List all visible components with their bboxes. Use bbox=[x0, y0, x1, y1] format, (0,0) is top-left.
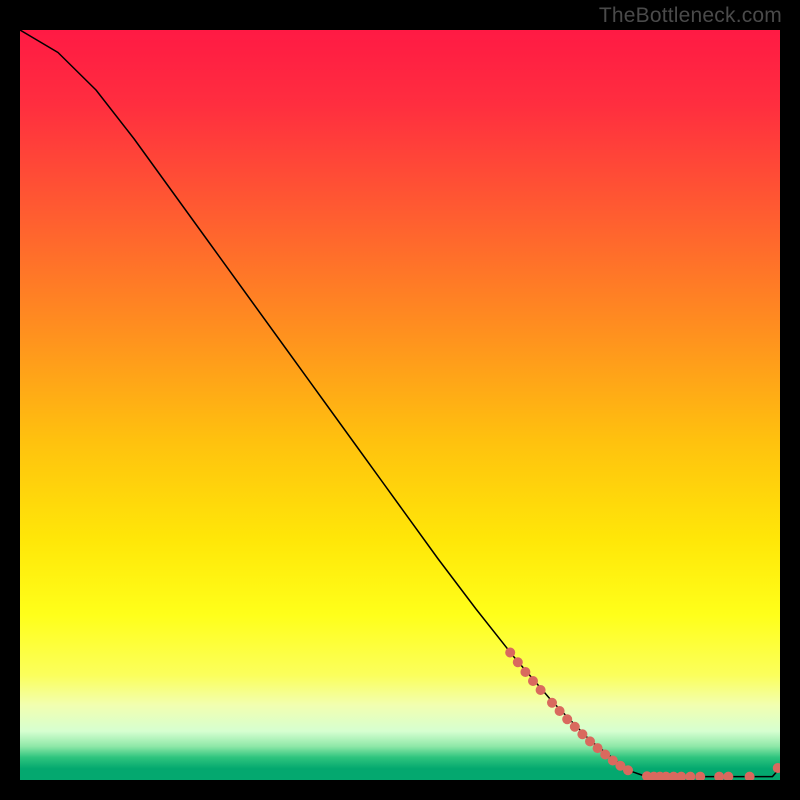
chart-marker bbox=[528, 676, 538, 686]
chart-marker bbox=[570, 722, 580, 732]
chart-marker bbox=[585, 736, 595, 746]
chart-marker bbox=[562, 714, 572, 724]
chart-svg bbox=[20, 30, 780, 780]
chart-plot-area bbox=[20, 30, 780, 780]
chart-marker bbox=[513, 657, 523, 667]
watermark-text: TheBottleneck.com bbox=[599, 4, 782, 28]
chart-marker bbox=[593, 743, 603, 753]
chart-background bbox=[20, 30, 780, 780]
chart-marker bbox=[505, 648, 515, 658]
chart-marker bbox=[623, 765, 633, 775]
chart-marker bbox=[536, 685, 546, 695]
chart-marker bbox=[520, 667, 530, 677]
chart-marker bbox=[555, 706, 565, 716]
chart-marker bbox=[547, 698, 557, 708]
chart-marker bbox=[577, 729, 587, 739]
